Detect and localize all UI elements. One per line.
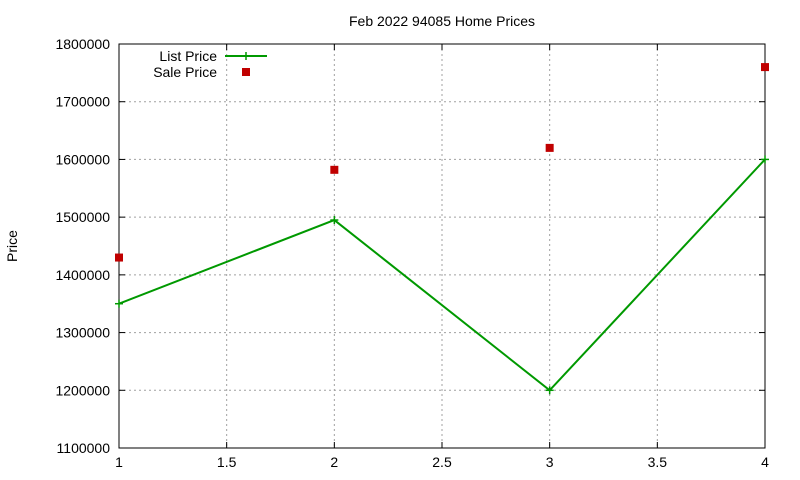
legend-swatch-marker xyxy=(242,52,250,60)
y-tick-label: 1600000 xyxy=(55,151,110,167)
grid-lines xyxy=(119,44,765,448)
data-point-sale-price xyxy=(330,165,339,174)
data-point-sale-price xyxy=(545,143,554,152)
data-point-list-price xyxy=(545,386,554,395)
y-tick-label: 1700000 xyxy=(55,94,110,110)
series-layer xyxy=(115,63,769,395)
x-tick-label: 3 xyxy=(546,454,554,470)
series-line-list-price xyxy=(118,158,766,392)
y-tick-label: 1300000 xyxy=(55,325,110,341)
x-tick-label: 3.5 xyxy=(648,454,668,470)
y-axis-label: Price xyxy=(4,230,20,262)
axis-ticks: 1 1.5 2 2.5 3 3.5 4 1100000 1200000 1300000 140000… xyxy=(55,36,769,470)
data-point-sale-price xyxy=(761,63,769,72)
x-tick-label: 1 xyxy=(115,454,123,470)
y-tick-label: 1200000 xyxy=(55,382,110,398)
x-tick-label: 2 xyxy=(330,454,338,470)
legend-swatch-marker xyxy=(242,68,250,76)
x-tick-label: 1.5 xyxy=(217,454,237,470)
y-tick-label: 1100000 xyxy=(57,440,111,456)
legend-label: List Price xyxy=(159,48,217,64)
y-tick-label: 1800000 xyxy=(55,36,110,52)
data-point-sale-price xyxy=(115,253,123,262)
y-tick-label: 1400000 xyxy=(55,267,110,283)
x-tick-label: 4 xyxy=(761,454,769,470)
data-point-list-price xyxy=(115,299,123,308)
y-tick-label: 1500000 xyxy=(55,209,110,225)
x-tick-label: 2.5 xyxy=(432,454,452,470)
data-point-list-price xyxy=(761,155,769,164)
legend-label: Sale Price xyxy=(153,64,217,80)
data-point-list-price xyxy=(330,216,339,225)
chart-title: Feb 2022 94085 Home Prices xyxy=(349,13,535,29)
